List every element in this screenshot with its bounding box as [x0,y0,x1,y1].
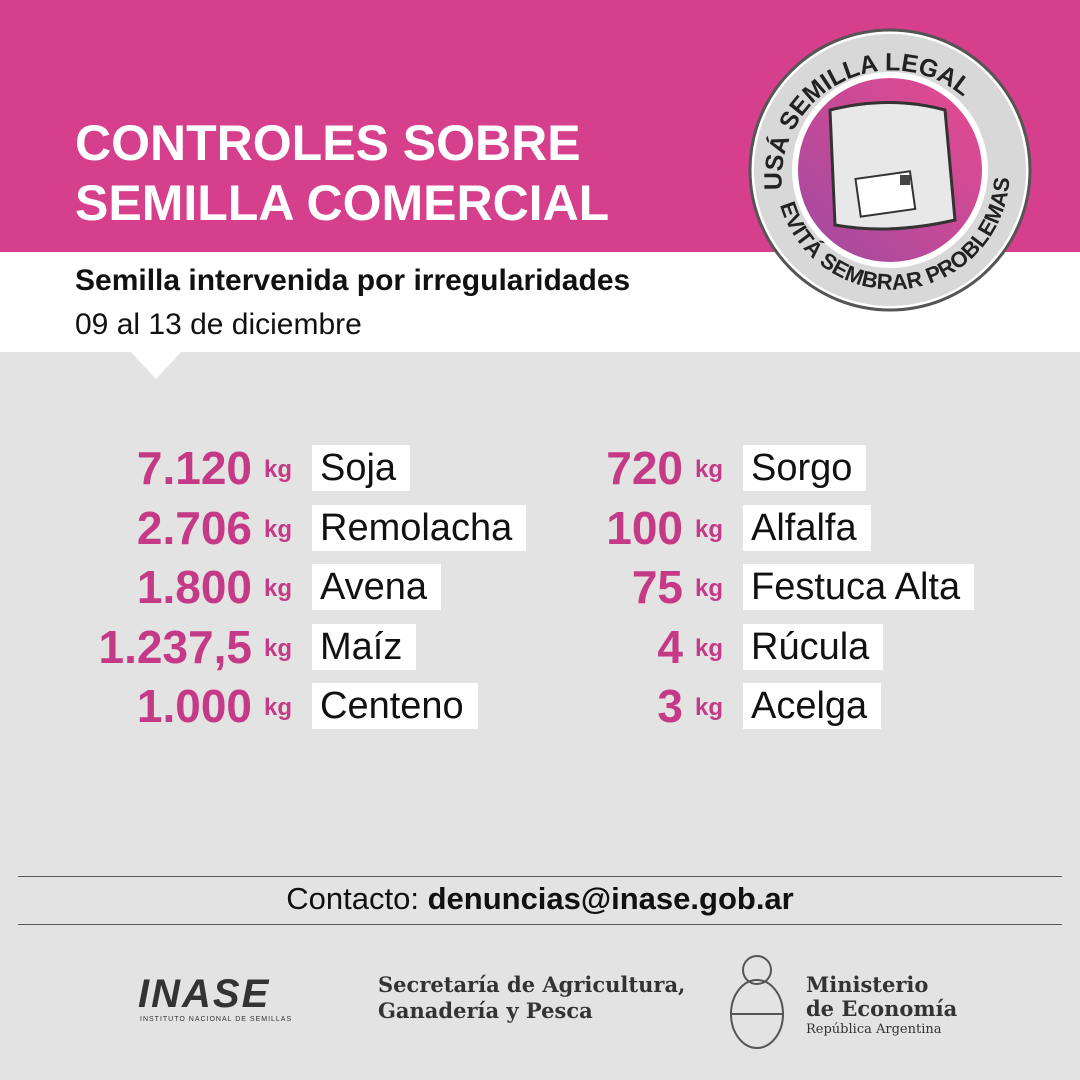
unit: kg [264,634,293,662]
seed-name: Festuca Alta [743,564,975,610]
badge: USÁ SEMILLA LEGAL EVITÁ SEMBRAR PROBLEMA… [748,28,1032,312]
ministerio-line: Ministerio [806,972,929,997]
inase-caption: INSTITUTO NACIONAL DE SEMILLAS [140,1016,293,1023]
subtitle: Semilla intervenida por irregularidades [75,264,631,297]
unit: kg [264,694,293,721]
amount: 2.706 [136,501,252,554]
secretaria-line: Secretaría de Agricultura, [378,972,686,997]
seed-name: Soja [312,445,411,491]
title-line: SEMILLA COMERCIAL [75,175,610,231]
seed-name: Remolacha [312,504,527,551]
seed-name: Alfalfa [743,504,871,551]
seed-name: Rúcula [743,623,884,670]
unit: kg [695,575,724,602]
contact-label: Contacto: [286,881,419,916]
amount: 1.800 [136,561,252,613]
amount: 1.237,5 [98,620,252,673]
rule [18,876,1062,877]
seed-name: Centeno [312,683,478,729]
amount: 75 [631,561,683,613]
seed-name: Maíz [312,623,417,670]
seed-name: Sorgo [743,445,867,491]
amount: 1.000 [136,680,252,732]
amount: 7.120 [136,442,252,494]
pointer [130,351,182,379]
seed-name: Avena [312,564,442,610]
date: 09 al 13 de diciembre [75,308,362,341]
amount: 720 [606,442,683,494]
unit: kg [695,515,724,543]
rule [18,924,1062,925]
unit: kg [695,634,724,662]
unit: kg [264,456,293,483]
unit: kg [264,515,293,543]
contact-email: denuncias@inase.gob.ar [427,881,794,916]
ministerio-line: de Economía [806,996,958,1021]
emblem [730,955,784,1049]
amount: 4 [657,620,683,673]
unit: kg [264,575,293,602]
ministerio-line: República Argentina [806,1022,942,1037]
secretaria-line: Ganadería y Pesca [378,998,593,1023]
unit: kg [695,456,724,483]
amount: 100 [606,501,683,554]
unit: kg [695,694,724,721]
inase-logo: INASE [138,972,271,1016]
title-line: CONTROLES SOBRE [75,115,581,171]
contact: Contacto: denuncias@inase.gob.ar [0,881,1080,917]
amount: 3 [657,680,683,732]
seed-name: Acelga [743,683,882,729]
